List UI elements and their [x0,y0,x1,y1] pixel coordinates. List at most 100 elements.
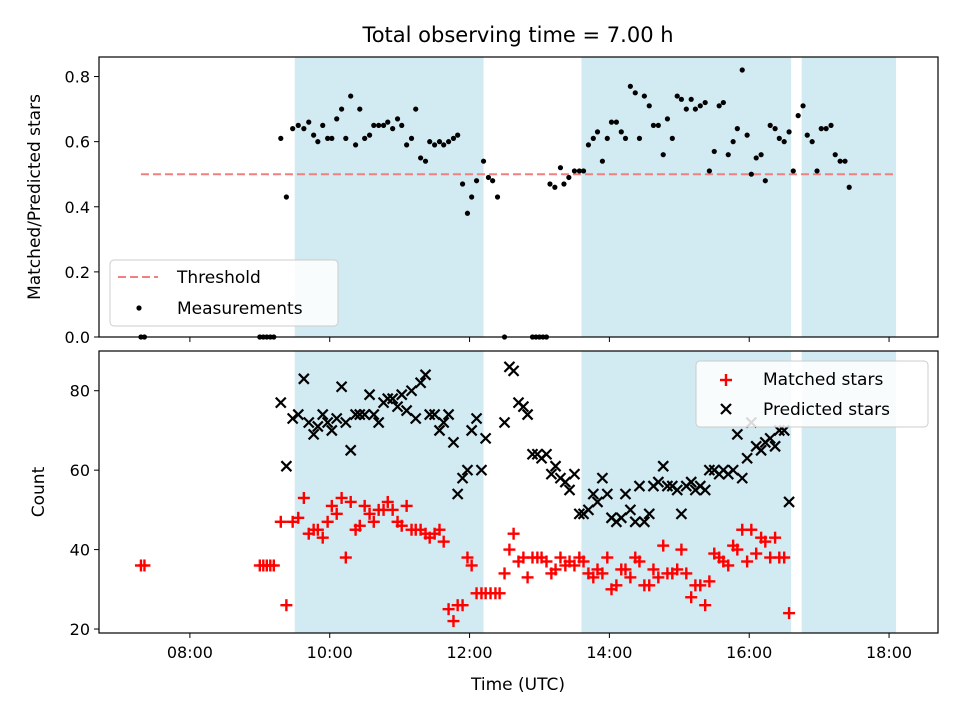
measurement-point [753,155,759,161]
legend-matched-label: Matched stars [763,370,883,390]
matched-star-point [335,491,348,504]
measurement-point [380,122,387,128]
legend-measurements-label: Measurements [177,299,303,319]
matched-star-point [465,559,478,572]
measurement-point [786,129,792,135]
measurement-point [371,122,377,128]
matched-star-point [280,599,293,612]
measurement-point [767,122,773,128]
matched-star-point [675,543,688,556]
predicted-star-point [596,472,609,484]
matched-star-point [381,495,394,508]
predicted-star-point [703,464,716,476]
matched-star-point [568,559,581,572]
matched-star-point [657,539,670,552]
bottom-ylabel: Count [29,466,49,517]
predicted-star-point [619,488,632,500]
measurement-point [561,181,567,187]
x-tick-label: 14:00 [586,643,632,662]
matched-star-point [493,587,506,600]
measurement-point [646,103,652,109]
measurement-point [636,135,643,141]
predicted-star-point [769,440,781,453]
predicted-star-point [419,369,432,381]
measurement-point [390,126,396,132]
predicted-star-point [568,468,581,480]
measurement-point [580,168,587,174]
predicted-star-point [526,448,539,461]
measurement-point [418,155,424,161]
predicted-star-point [321,416,334,429]
measurement-point [711,148,717,155]
measurement-point [655,122,661,128]
predicted-star-point [521,408,534,421]
x-tick-label: 16:00 [726,643,772,662]
measurement-point [632,90,638,96]
measurement-point [473,178,480,184]
predicted-star-point [386,392,399,405]
measurement-point [669,135,675,141]
matched-star-point [554,551,567,564]
predicted-star-point [344,444,357,457]
predicted-star-point [363,388,376,401]
predicted-star-point [423,408,436,421]
measurement-point [315,139,321,145]
measurement-point [283,194,289,200]
measurement-point [739,67,745,73]
predicted-star-point [498,416,511,429]
predicted-star-point [629,516,642,528]
measurement-point [404,142,410,148]
predicted-star-point [280,460,293,472]
y-tick-label: 0.2 [65,263,90,282]
measurement-point [846,184,852,190]
predicted-star-point [286,412,299,425]
predicted-star-point [643,508,656,520]
measurement-point [772,126,778,132]
predicted-star-point [358,408,371,421]
predicted-star-point [727,464,739,476]
measurement-point [720,99,726,106]
measurement-point [422,158,429,164]
measurement-point [744,132,750,138]
measurement-point [445,139,452,145]
measurement-point [674,93,680,99]
matched-star-point [783,607,796,620]
measurement-point [494,194,501,200]
matched-star-point [507,527,520,540]
predicted-star-point [461,464,474,476]
x-tick-label: 18:00 [866,643,912,662]
measurement-point [352,142,359,148]
shaded-interval [581,57,792,337]
matched-star-point [540,555,553,568]
measurement-point [343,135,349,141]
top-axes-frame [98,56,939,338]
predicted-star-point [292,408,305,421]
predicted-star-point [624,504,637,516]
measurement-point [547,181,553,187]
matched-star-point [601,551,614,564]
predicted-star-point [764,432,776,445]
predicted-star-point [479,432,492,445]
predicted-star-point [405,384,418,397]
matched-star-point [274,515,287,528]
x-tick-label: 08:00 [167,643,213,662]
measurement-point [823,126,829,132]
matched-star-point [437,535,450,548]
matched-star-point [386,503,399,516]
predicted-star-point [381,392,394,405]
measurement-point [436,139,443,145]
y-tick-label: 0.4 [65,198,90,217]
measurement-point [795,113,801,119]
predicted-star-point [783,496,795,508]
legend-measurements-swatch [136,305,142,311]
predicted-star-point [349,408,362,421]
measurement-point [325,135,331,141]
predicted-star-point [470,412,483,425]
legend-matched-swatch [720,374,732,386]
y-tick-label: 40 [70,541,90,560]
predicted-star-point [335,380,348,393]
predicted-star-point [400,404,413,417]
measurement-point [837,158,843,164]
measurement-point [725,152,731,158]
